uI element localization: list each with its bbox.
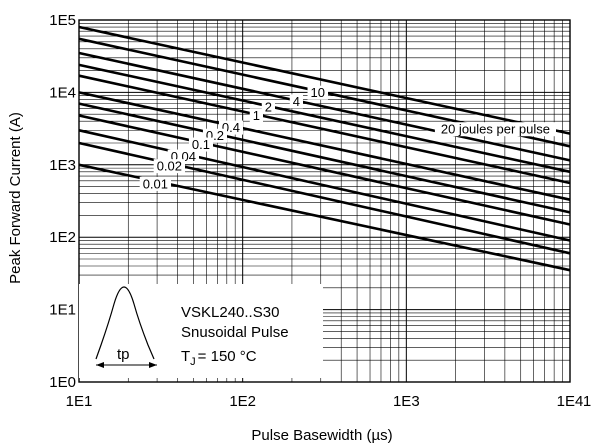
pulse-width-label: tp — [117, 346, 130, 363]
temp-symbol: T — [181, 348, 190, 365]
curve-label: 1 — [253, 108, 260, 123]
curve-label-background — [139, 176, 171, 191]
curve-label-background — [289, 94, 303, 109]
series-line — [78, 51, 571, 162]
y-tick-label: 1E0 — [49, 374, 76, 391]
curve-label-background — [188, 137, 213, 152]
y-tick-label: 1E3 — [49, 157, 76, 174]
y-tick-label: 1E4 — [49, 84, 76, 101]
x-tick-label: 1E4 — [557, 393, 584, 410]
curve-label: 4 — [293, 94, 300, 109]
x-tick-label: 1E1 — [66, 393, 93, 410]
series-line — [78, 102, 571, 214]
y-tick-label: 1E2 — [49, 229, 76, 246]
curve-label-background — [249, 108, 263, 123]
series-group — [78, 25, 571, 272]
curve-label-background — [434, 122, 556, 137]
curve-label-background — [307, 85, 328, 100]
series-line — [78, 63, 571, 174]
curve-label-background — [261, 99, 275, 114]
series-line — [78, 91, 571, 201]
curve-label: 2 — [265, 99, 272, 114]
grid — [79, 20, 570, 382]
series-line — [78, 74, 571, 185]
temp-subscript: J — [190, 356, 196, 368]
y-axis-label: Peak Forward Current (A) — [7, 112, 24, 284]
plot-border — [78, 19, 571, 383]
curve-label-background — [153, 159, 185, 174]
pulse-width-arrow-right-head — [149, 362, 157, 368]
info-box: tp VSKL240..S30 Snusoidal Pulse TJ = 150 … — [79, 284, 323, 378]
curve-labels: 20 joules per pulse104210.40.20.10.040.0… — [139, 85, 556, 191]
waveform-type: Snusoidal Pulse — [181, 324, 289, 341]
x-tick-label: 1E2 — [229, 393, 256, 410]
series-line — [78, 129, 571, 242]
device-name: VSKL240..S30 — [181, 304, 279, 321]
y-tick-label: 1E5 — [49, 12, 76, 29]
info-box-background — [79, 284, 323, 378]
temp-value: = 150 °C — [198, 348, 257, 365]
x-tick-label: 1 — [583, 393, 591, 410]
pulse-waveform-icon — [95, 286, 155, 360]
plot-frame — [78, 19, 571, 383]
series-line — [78, 114, 571, 226]
curve-label: 10 — [311, 85, 325, 100]
curve-label: 0.1 — [192, 137, 210, 152]
junction-temperature: TJ = 150 °C — [181, 348, 257, 368]
series-line — [78, 25, 571, 135]
y-tick-label: 1E1 — [49, 302, 76, 319]
curve-label: 0.01 — [143, 176, 168, 191]
curve-label: 20 joules per pulse — [441, 122, 550, 137]
x-axis-label: Pulse Basewidth (µs) — [251, 427, 392, 444]
x-tick-label: 1E3 — [393, 393, 420, 410]
curve-label: 0.02 — [157, 159, 182, 174]
pulse-width-arrow-left-head — [96, 362, 104, 368]
